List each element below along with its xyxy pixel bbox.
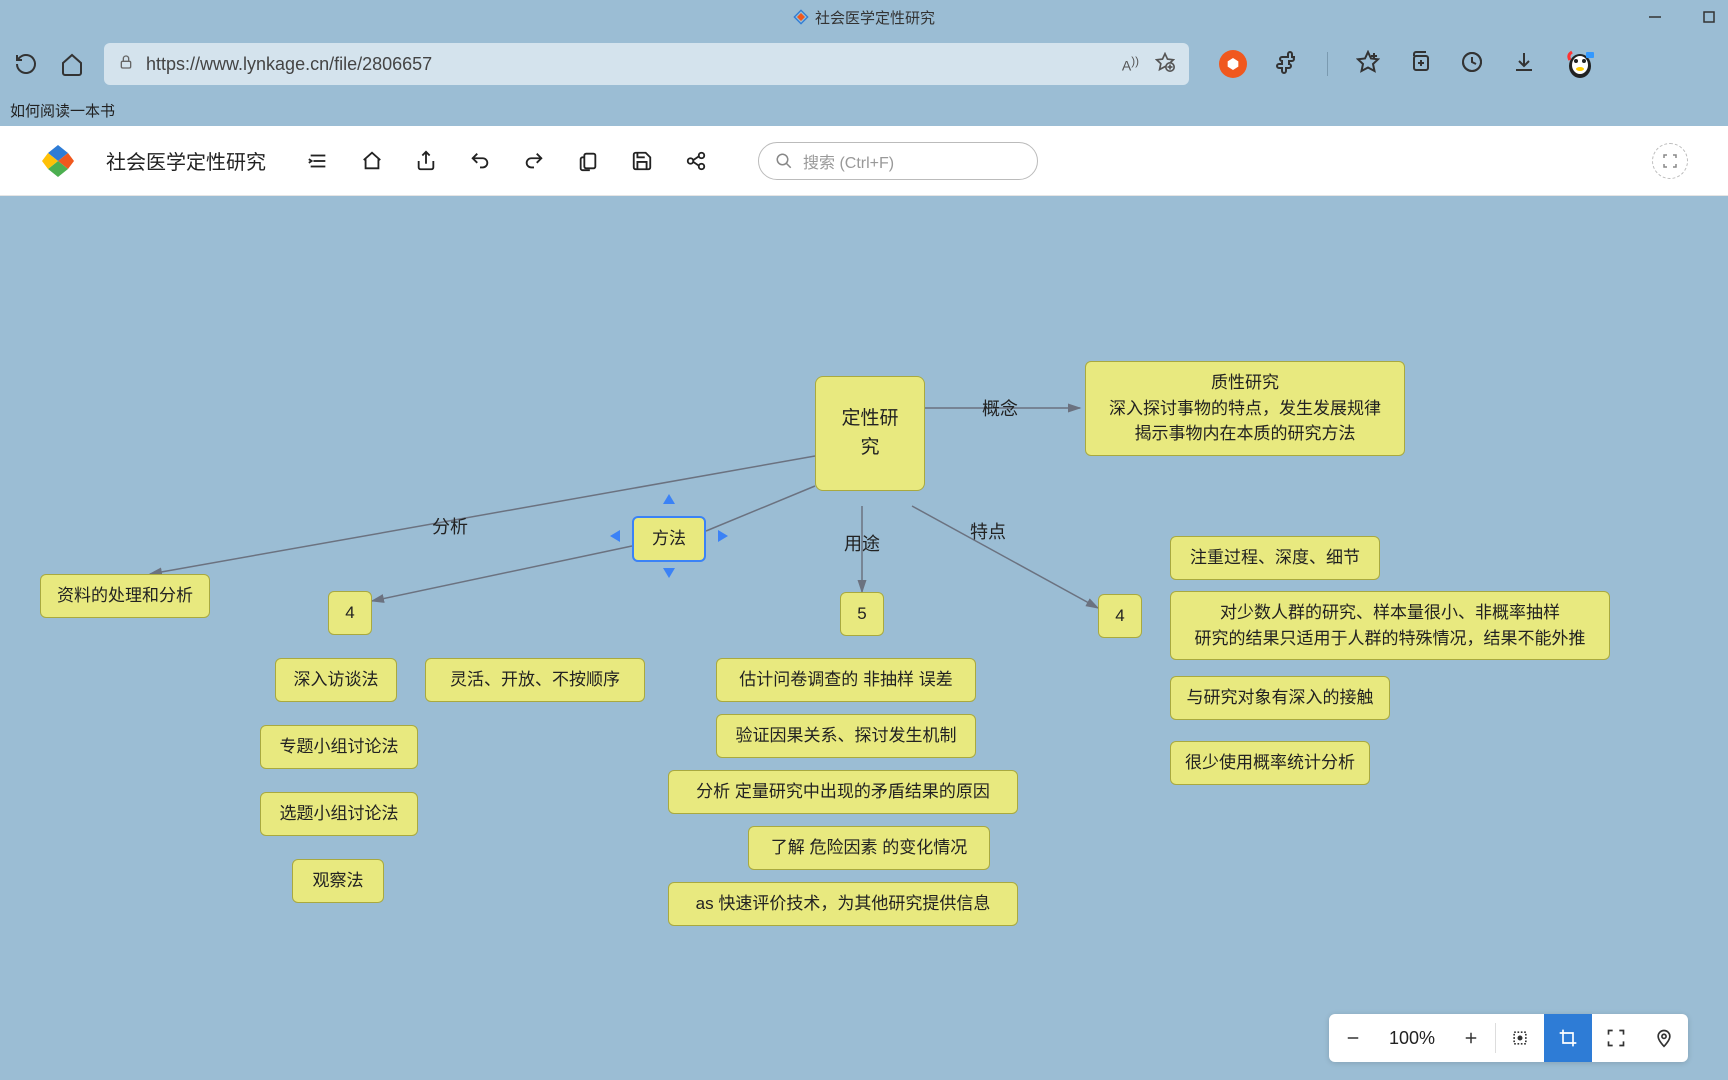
node-m4c[interactable]: 选题小组讨论法 bbox=[260, 792, 418, 836]
edge-label: 用途 bbox=[844, 530, 880, 556]
url-text: https://www.lynkage.cn/file/2806657 bbox=[146, 54, 1110, 75]
qq-profile-icon[interactable] bbox=[1564, 48, 1596, 80]
zoom-out-button[interactable] bbox=[1329, 1014, 1377, 1062]
edge-label: 概念 bbox=[982, 395, 1018, 421]
document-title: 社会医学定性研究 bbox=[106, 146, 266, 175]
undo-icon[interactable] bbox=[468, 149, 492, 173]
window-title: 社会医学定性研究 bbox=[815, 7, 935, 28]
node-method[interactable]: 方法 bbox=[632, 516, 706, 562]
node-m4[interactable]: 4 bbox=[328, 591, 372, 635]
node-t4a[interactable]: 注重过程、深度、细节 bbox=[1170, 536, 1380, 580]
edge-label: 分析 bbox=[432, 513, 468, 539]
node-u5b[interactable]: 验证因果关系、探讨发生机制 bbox=[716, 714, 976, 758]
downloads-icon[interactable] bbox=[1512, 50, 1536, 79]
maximize-button[interactable] bbox=[1700, 8, 1718, 26]
window-title-wrap: 社会医学定性研究 bbox=[793, 7, 935, 28]
node-u5d[interactable]: 了解 危险因素 的变化情况 bbox=[748, 826, 990, 870]
node-u5c[interactable]: 分析 定量研究中出现的矛盾结果的原因 bbox=[668, 770, 1018, 814]
node-concept[interactable]: 质性研究 深入探讨事物的特点，发生发展规律 揭示事物内在本质的研究方法 bbox=[1085, 361, 1405, 456]
os-window-controls bbox=[1646, 0, 1718, 34]
lock-icon bbox=[118, 54, 134, 75]
zoom-percent: 100% bbox=[1377, 1028, 1447, 1049]
node-u5a[interactable]: 估计问卷调查的 非抽样 误差 bbox=[716, 658, 976, 702]
node-m4a2[interactable]: 灵活、开放、不按顺序 bbox=[425, 658, 645, 702]
selection-arrow-d[interactable] bbox=[663, 568, 675, 578]
node-m4d[interactable]: 观察法 bbox=[292, 859, 384, 903]
history-icon[interactable] bbox=[1460, 50, 1484, 79]
node-u5e[interactable]: as 快速评价技术，为其他研究提供信息 bbox=[668, 882, 1018, 926]
fit-view-button[interactable] bbox=[1496, 1014, 1544, 1062]
node-m4a[interactable]: 深入访谈法 bbox=[275, 658, 397, 702]
app-logo-icon[interactable] bbox=[40, 143, 76, 179]
search-icon bbox=[775, 152, 793, 170]
address-bar[interactable]: https://www.lynkage.cn/file/2806657 A)) bbox=[104, 43, 1189, 85]
locate-button[interactable] bbox=[1640, 1014, 1688, 1062]
view-controls: 100% bbox=[1329, 1014, 1688, 1062]
node-t4c[interactable]: 与研究对象有深入的接触 bbox=[1170, 676, 1390, 720]
paste-icon[interactable] bbox=[576, 149, 600, 173]
expand-view-button[interactable] bbox=[1592, 1014, 1640, 1062]
crop-view-button[interactable] bbox=[1544, 1014, 1592, 1062]
node-root[interactable]: 定性研究 bbox=[815, 376, 925, 491]
favorites-bar-icon[interactable] bbox=[1356, 50, 1380, 79]
selection-arrow-l[interactable] bbox=[610, 530, 620, 542]
home-button[interactable] bbox=[58, 50, 86, 78]
edge-label: 特点 bbox=[970, 518, 1006, 544]
bookmark-bar: 如何阅读一本书 bbox=[0, 94, 1728, 126]
redo-icon[interactable] bbox=[522, 149, 546, 173]
share-icon[interactable] bbox=[414, 149, 438, 173]
search-input[interactable]: 搜索 (Ctrl+F) bbox=[758, 142, 1038, 180]
node-m4b[interactable]: 专题小组讨论法 bbox=[260, 725, 418, 769]
extension-brave-icon[interactable] bbox=[1219, 50, 1247, 78]
node-t4d[interactable]: 很少使用概率统计分析 bbox=[1170, 741, 1370, 785]
outline-icon[interactable] bbox=[306, 149, 330, 173]
app-favicon-icon bbox=[793, 9, 809, 25]
graph-share-icon[interactable] bbox=[684, 149, 708, 173]
selection-arrow-u[interactable] bbox=[663, 494, 675, 504]
minimize-button[interactable] bbox=[1646, 8, 1664, 26]
os-titlebar: 社会医学定性研究 bbox=[0, 0, 1728, 34]
save-icon[interactable] bbox=[630, 149, 654, 173]
browser-toolbar: https://www.lynkage.cn/file/2806657 A)) bbox=[0, 34, 1728, 94]
app-toolbar: 社会医学定性研究 搜索 (Ctrl+F) bbox=[0, 126, 1728, 196]
separator bbox=[1327, 52, 1328, 76]
home-view-icon[interactable] bbox=[360, 149, 384, 173]
node-t4[interactable]: 4 bbox=[1098, 594, 1142, 638]
node-analysis[interactable]: 资料的处理和分析 bbox=[40, 574, 210, 618]
collections-icon[interactable] bbox=[1408, 50, 1432, 79]
zoom-in-button[interactable] bbox=[1447, 1014, 1495, 1062]
extensions-icon[interactable] bbox=[1275, 50, 1299, 79]
selection-arrow-r[interactable] bbox=[718, 530, 728, 542]
search-placeholder: 搜索 (Ctrl+F) bbox=[803, 149, 894, 173]
bookmark-item[interactable]: 如何阅读一本书 bbox=[10, 100, 115, 121]
favorite-icon[interactable] bbox=[1155, 52, 1175, 77]
diagram-canvas[interactable]: 定性研究 质性研究 深入探讨事物的特点，发生发展规律 揭示事物内在本质的研究方法方… bbox=[0, 196, 1728, 1080]
refresh-button[interactable] bbox=[12, 50, 40, 78]
fullscreen-button[interactable] bbox=[1652, 143, 1688, 179]
node-t4b[interactable]: 对少数人群的研究、样本量很小、非概率抽样 研究的结果只适用于人群的特殊情况，结果… bbox=[1170, 591, 1610, 660]
node-u5[interactable]: 5 bbox=[840, 592, 884, 636]
browser-right-icons bbox=[1219, 48, 1596, 80]
read-aloud-icon[interactable]: A)) bbox=[1122, 55, 1139, 74]
